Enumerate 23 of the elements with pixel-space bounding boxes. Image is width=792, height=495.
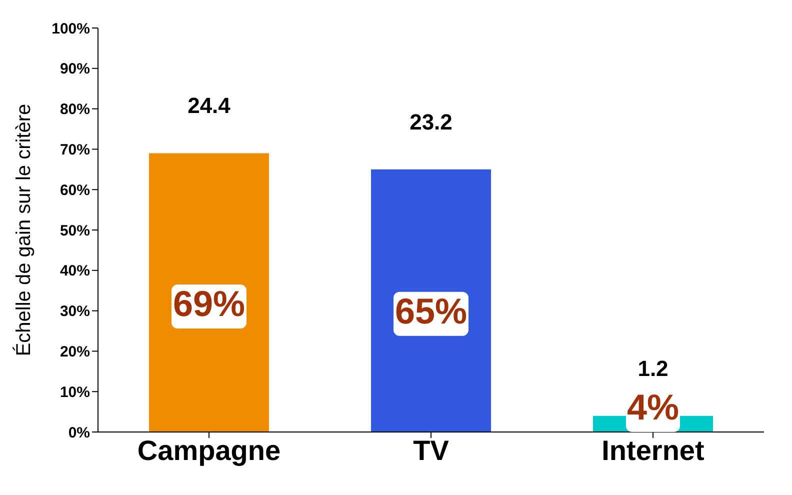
- y-tick-label: 100%: [52, 20, 90, 38]
- y-tick-label: 50%: [60, 222, 90, 240]
- y-tick-label: 80%: [60, 101, 90, 118]
- y-tick-label: 10%: [60, 384, 90, 401]
- data-label: 4%: [626, 386, 680, 428]
- y-tick-label: 60%: [60, 182, 90, 199]
- annotation: 1.2: [638, 356, 668, 381]
- bar: [371, 169, 491, 432]
- y-tick-label: 0%: [68, 424, 90, 442]
- y-tick-label: 90%: [60, 60, 90, 78]
- annotation: 24.4: [188, 93, 232, 118]
- x-tick-label: TV: [413, 434, 450, 466]
- y-tick-label: 40%: [60, 262, 90, 280]
- x-tick-label: Internet: [602, 434, 704, 466]
- y-tick-label: 70%: [60, 142, 90, 159]
- bar: [149, 153, 269, 432]
- y-axis-title: Échelle de gain sur le critère: [12, 104, 36, 356]
- data-label: 69%: [172, 283, 246, 324]
- y-tick-label: 30%: [60, 303, 90, 320]
- annotation: 23.2: [410, 109, 452, 134]
- x-tick-label: Campagne: [137, 434, 281, 466]
- data-label: 65%: [394, 290, 468, 332]
- y-tick-label: 20%: [60, 344, 90, 361]
